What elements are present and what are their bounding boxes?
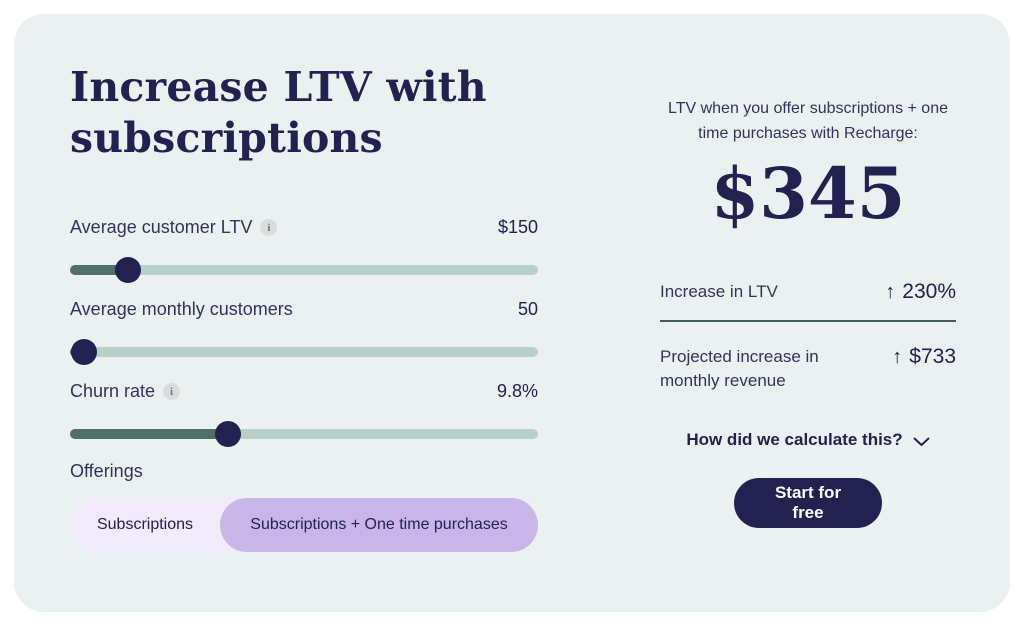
slider-thumb[interactable] [115, 257, 142, 283]
slider-track-fill [70, 265, 129, 275]
page-title: Increase LTV with subscriptions [70, 63, 487, 162]
stats-divider [660, 320, 956, 322]
up-arrow-icon: ↑ [885, 280, 896, 303]
slider-track[interactable] [70, 421, 538, 447]
offerings-label: Offerings [70, 461, 143, 481]
slider-track-fill [70, 429, 229, 439]
slider-label: Average customer LTV [70, 217, 253, 237]
stat-value: $733 [909, 345, 956, 368]
slider-track-rail[interactable] [70, 265, 538, 275]
slider-track-rail[interactable] [70, 429, 538, 439]
slider-label: Average monthly customers [70, 299, 293, 319]
offering-option-subscriptions[interactable]: Subscriptions [96, 516, 194, 533]
stat-row-projected-monthly-revenue: Projected increase in monthly revenue ↑ … [660, 345, 956, 393]
stat-label: Increase in LTV [660, 282, 778, 301]
result-caption: LTV when you offer subscriptions + one t… [667, 100, 948, 142]
info-icon[interactable]: i [260, 219, 278, 236]
calculator-inputs-column: Increase LTV with subscriptions Average … [70, 14, 538, 612]
how-did-we-calculate-link[interactable]: How did we calculate this? [660, 430, 956, 450]
slider-row-average-monthly-customers: Average monthly customers i 50 [70, 299, 538, 365]
result-ltv-value: $345 [710, 152, 906, 235]
offerings-segmented-control: Subscriptions Subscriptions + One time p… [70, 498, 538, 552]
slider-value: $150 [497, 217, 538, 237]
slider-row-average-customer-ltv: Average customer LTV i $150 [70, 217, 538, 283]
stat-label: Projected increase in monthly revenue [660, 347, 819, 390]
slider-track[interactable] [70, 339, 538, 365]
ltv-calculator-card: Increase LTV with subscriptions Average … [14, 14, 1010, 612]
slider-track[interactable] [70, 257, 538, 283]
slider-thumb[interactable] [71, 339, 98, 365]
slider-value: 50 [517, 299, 538, 319]
offering-option-subscriptions-plus-otp[interactable]: Subscriptions + One time purchases [220, 498, 538, 552]
chevron-down-icon [913, 437, 930, 446]
slider-row-churn-rate: Churn rate i 9.8% [70, 381, 538, 447]
slider-track-rail[interactable] [70, 347, 538, 357]
slider-label: Churn rate [70, 381, 156, 401]
info-icon[interactable]: i [163, 383, 181, 400]
slider-value: 9.8% [496, 381, 538, 401]
stat-value: 230% [902, 280, 956, 303]
slider-thumb[interactable] [215, 421, 242, 447]
stat-row-increase-in-ltv: Increase in LTV ↑ 230% [660, 280, 956, 304]
up-arrow-icon: ↑ [892, 345, 903, 368]
start-for-free-button[interactable]: Start for free [734, 478, 882, 528]
result-column: LTV when you offer subscriptions + one t… [660, 14, 956, 612]
